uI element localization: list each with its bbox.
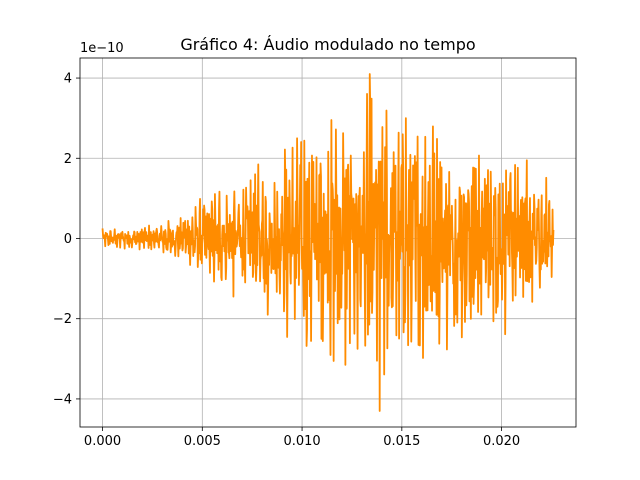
y-tick-label: 0 <box>64 232 72 247</box>
x-axis: 0.000 0.005 0.010 0.015 0.020 <box>84 427 520 449</box>
x-tick-label: 0.015 <box>383 434 420 449</box>
x-tick-label: 0.020 <box>483 434 520 449</box>
y-offset-label: 1e−10 <box>80 41 124 56</box>
y-tick-label: 4 <box>64 72 72 87</box>
y-tick-label: −4 <box>53 392 72 407</box>
plot-frame <box>79 57 577 428</box>
series-group <box>101 73 555 412</box>
x-tick-label: 0.005 <box>184 434 221 449</box>
y-axis: −4 −2 0 2 4 <box>53 72 80 407</box>
chart-title: Gráfico 4: Áudio modulado no tempo <box>180 35 475 54</box>
x-tick-label: 0.010 <box>283 434 320 449</box>
x-tick-label: 0.000 <box>84 434 121 449</box>
series-line <box>101 73 555 412</box>
y-tick-label: −2 <box>53 312 72 327</box>
y-tick-label: 2 <box>64 152 72 167</box>
